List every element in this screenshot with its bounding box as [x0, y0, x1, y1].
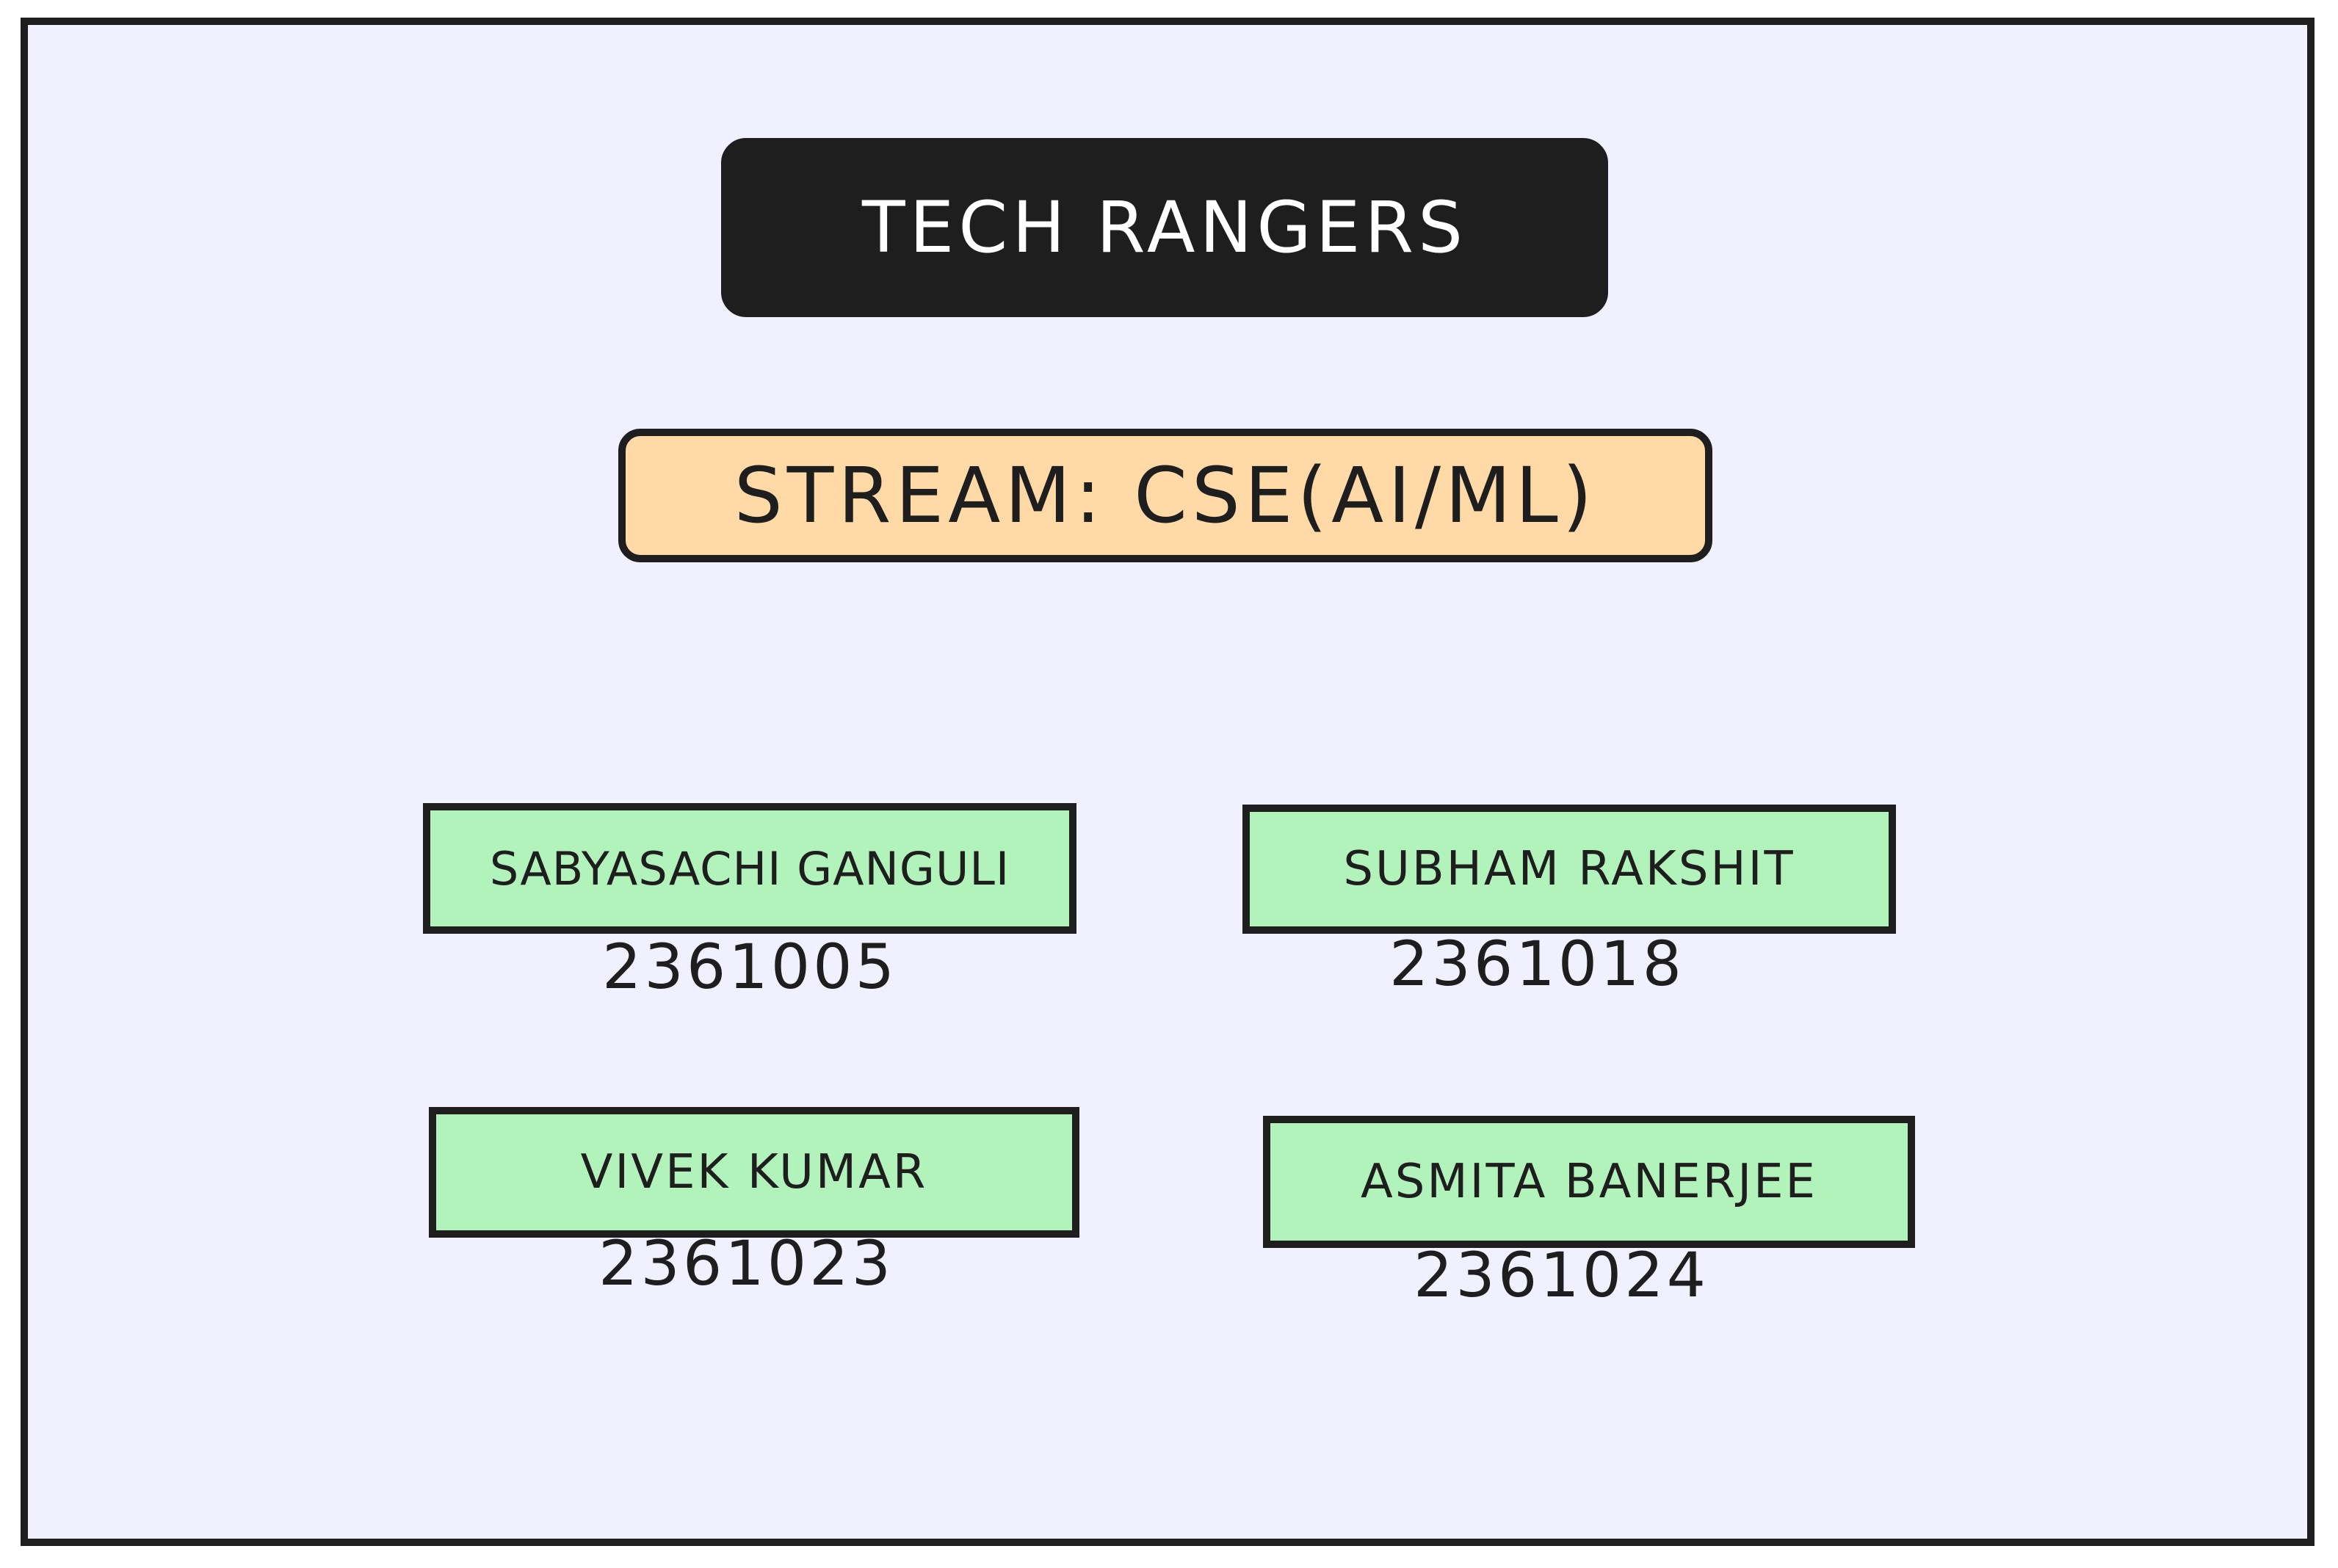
member-name: SABYASACHI GANGULI	[489, 841, 1010, 896]
member-roll-number: 2361024	[1413, 1239, 1709, 1311]
member-name: ASMITA BANERJEE	[1361, 1155, 1817, 1209]
member-name-box: SABYASACHI GANGULI	[423, 803, 1076, 934]
stream-label: STREAM: CSE(AI/ML)	[734, 451, 1597, 540]
member-name-box: VIVEK KUMAR	[429, 1107, 1079, 1238]
stream-box: STREAM: CSE(AI/ML)	[618, 429, 1712, 562]
member-roll-number: 2361018	[1389, 928, 1685, 1000]
member-roll-number: 2361023	[598, 1227, 894, 1299]
team-title: TECH RANGERS	[861, 186, 1467, 269]
member-roll-number: 2361005	[601, 931, 898, 1003]
member-name: VIVEK KUMAR	[580, 1145, 928, 1199]
member-name: SUBHAM RAKSHIT	[1343, 842, 1795, 896]
member-name-box: ASMITA BANERJEE	[1263, 1116, 1915, 1248]
team-title-box: TECH RANGERS	[721, 138, 1608, 317]
member-name-box: SUBHAM RAKSHIT	[1242, 805, 1896, 934]
